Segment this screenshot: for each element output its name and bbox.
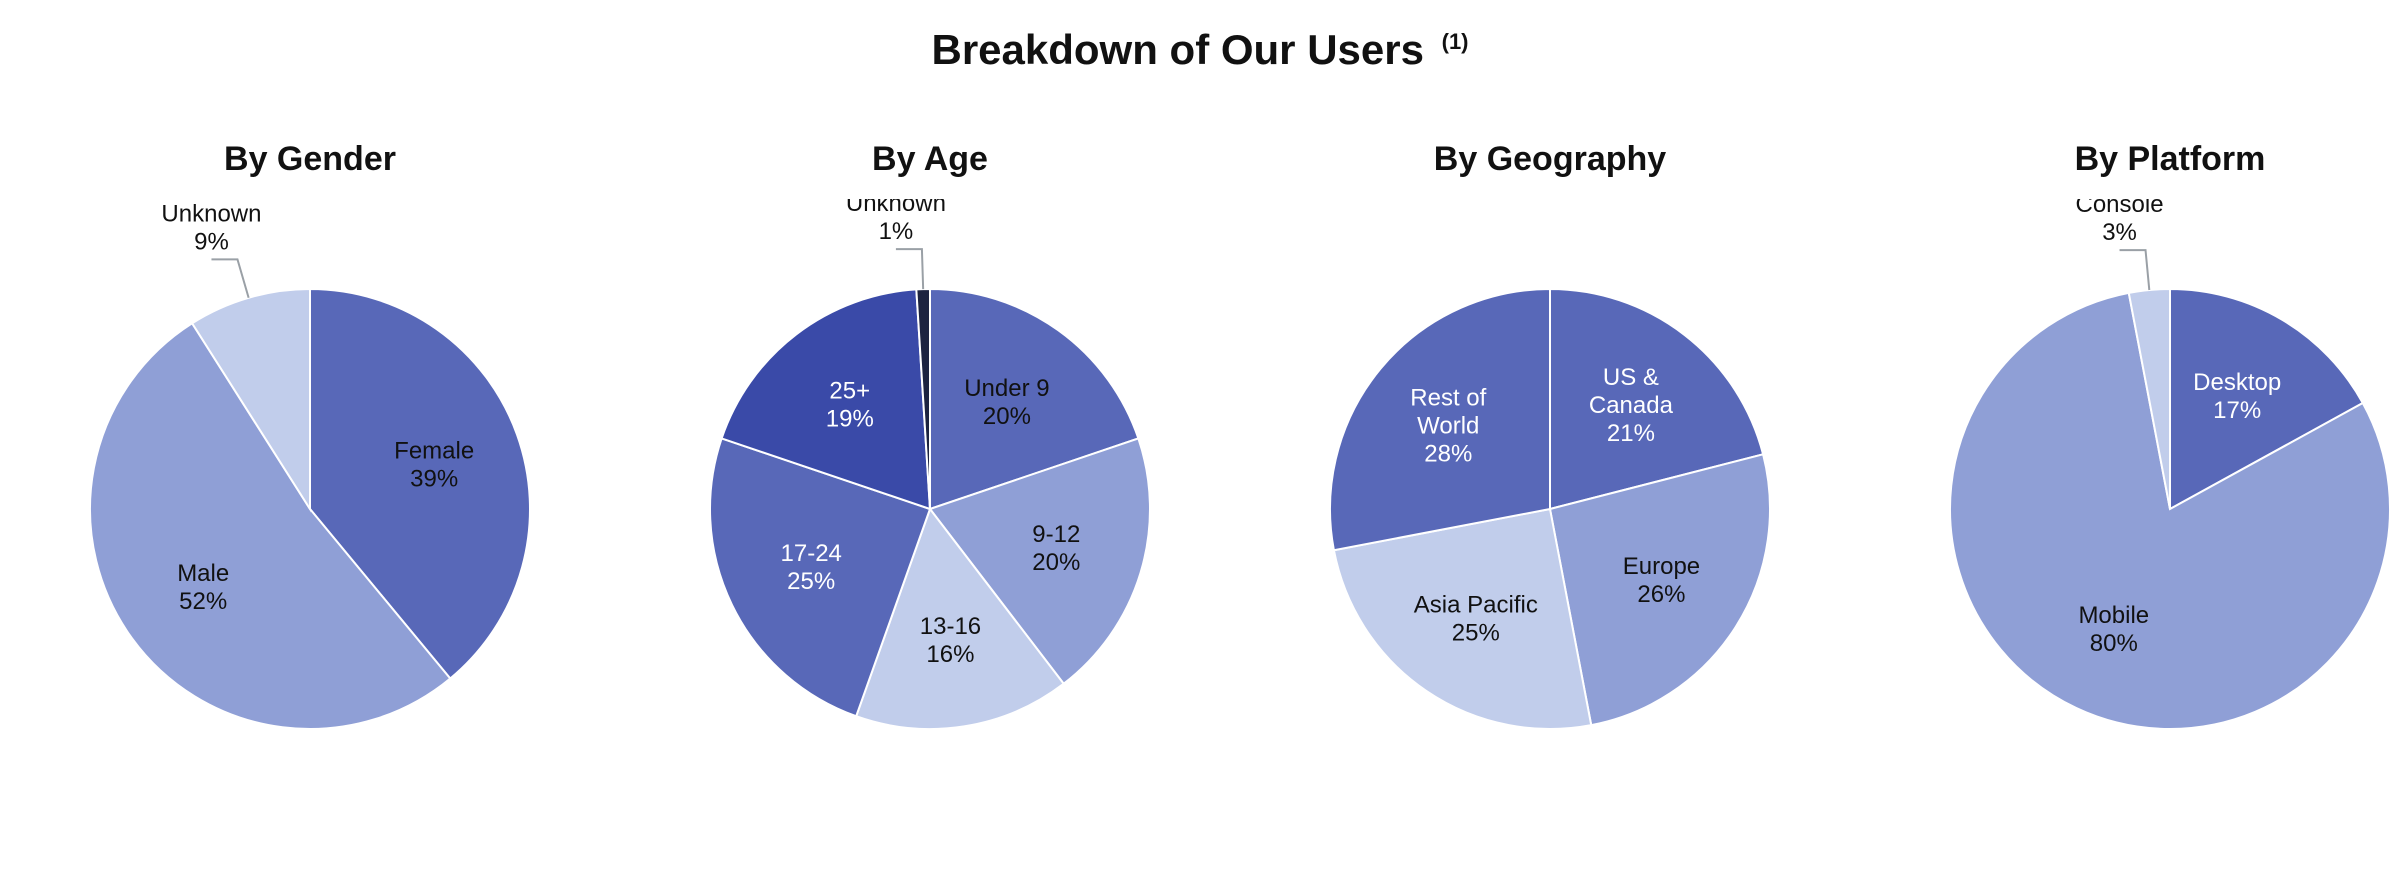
pie-platform: Desktop17%Mobile80%Console3%	[1860, 199, 2400, 819]
page-title-text: Breakdown of Our Users	[931, 26, 1423, 73]
pie-svg-platform: Desktop17%Mobile80%Console3%	[1860, 199, 2400, 819]
slice-label: 17-2425%	[781, 540, 842, 595]
pie-geography: US &Canada21%Europe26%Asia Pacific25%Res…	[1240, 199, 1860, 819]
chart-title-gender: By Gender	[224, 140, 396, 179]
chart-title-platform: By Platform	[2075, 140, 2266, 179]
pie-age: Under 920%9-1220%13-1616%17-2425%25+19%U…	[620, 199, 1240, 819]
page-title: Breakdown of Our Users (1)	[0, 26, 2400, 74]
pie-svg-age: Under 920%9-1220%13-1616%17-2425%25+19%U…	[620, 199, 1240, 819]
callout-line	[211, 259, 248, 297]
slice-label: 13-1616%	[920, 613, 981, 668]
pie-svg-geography: US &Canada21%Europe26%Asia Pacific25%Res…	[1240, 199, 1860, 819]
slice-label: Male52%	[177, 560, 229, 615]
slice-label: Console3%	[2076, 199, 2164, 246]
chart-gender: By GenderFemale39%Male52%Unknown9%	[0, 140, 620, 819]
slice-label: 25+19%	[826, 378, 874, 433]
pie-svg-gender: Female39%Male52%Unknown9%	[0, 199, 620, 819]
pie-gender: Female39%Male52%Unknown9%	[0, 199, 620, 819]
slice-label: 9-1220%	[1032, 521, 1080, 576]
chart-title-geography: By Geography	[1434, 140, 1666, 179]
charts-row: By GenderFemale39%Male52%Unknown9%By Age…	[0, 140, 2400, 819]
chart-geography: By Geography US &Canada21%Europe26%Asia P…	[1240, 140, 1860, 819]
chart-title-age: By Age	[872, 140, 988, 179]
slice-label: Unknown9%	[161, 200, 261, 255]
page: Breakdown of Our Users (1) By GenderFema…	[0, 0, 2400, 894]
chart-platform: By Platform Desktop17%Mobile80%Console3%	[1860, 140, 2400, 819]
callout-line	[896, 249, 923, 289]
callout-line	[2120, 250, 2150, 290]
slice-label: Unknown1%	[846, 199, 946, 245]
page-title-superscript: (1)	[1442, 29, 1469, 54]
chart-age: By AgeUnder 920%9-1220%13-1616%17-2425%2…	[620, 140, 1240, 819]
